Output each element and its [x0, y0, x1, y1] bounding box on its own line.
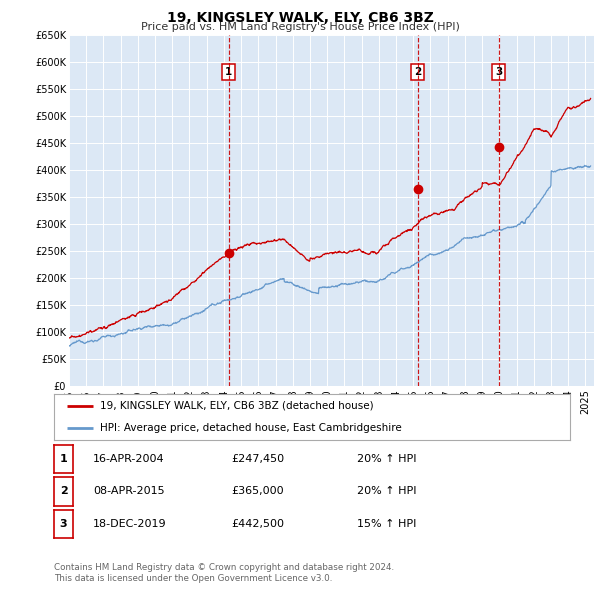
Text: 2: 2 [60, 487, 67, 496]
Text: 2: 2 [414, 67, 422, 77]
Text: This data is licensed under the Open Government Licence v3.0.: This data is licensed under the Open Gov… [54, 573, 332, 583]
Text: 16-APR-2004: 16-APR-2004 [93, 454, 164, 464]
Text: 15% ↑ HPI: 15% ↑ HPI [357, 519, 416, 529]
Text: HPI: Average price, detached house, East Cambridgeshire: HPI: Average price, detached house, East… [100, 423, 402, 433]
Text: 3: 3 [495, 67, 502, 77]
Text: Price paid vs. HM Land Registry's House Price Index (HPI): Price paid vs. HM Land Registry's House … [140, 22, 460, 32]
Text: £247,450: £247,450 [231, 454, 284, 464]
Text: 20% ↑ HPI: 20% ↑ HPI [357, 454, 416, 464]
Text: £365,000: £365,000 [231, 487, 284, 496]
Text: Contains HM Land Registry data © Crown copyright and database right 2024.: Contains HM Land Registry data © Crown c… [54, 563, 394, 572]
Text: 18-DEC-2019: 18-DEC-2019 [93, 519, 167, 529]
Text: 19, KINGSLEY WALK, ELY, CB6 3BZ: 19, KINGSLEY WALK, ELY, CB6 3BZ [167, 11, 433, 25]
Text: £442,500: £442,500 [231, 519, 284, 529]
Text: 08-APR-2015: 08-APR-2015 [93, 487, 164, 496]
Text: 19, KINGSLEY WALK, ELY, CB6 3BZ (detached house): 19, KINGSLEY WALK, ELY, CB6 3BZ (detache… [100, 401, 374, 411]
Text: 1: 1 [225, 67, 233, 77]
Text: 1: 1 [60, 454, 67, 464]
Text: 20% ↑ HPI: 20% ↑ HPI [357, 487, 416, 496]
Text: 3: 3 [60, 519, 67, 529]
